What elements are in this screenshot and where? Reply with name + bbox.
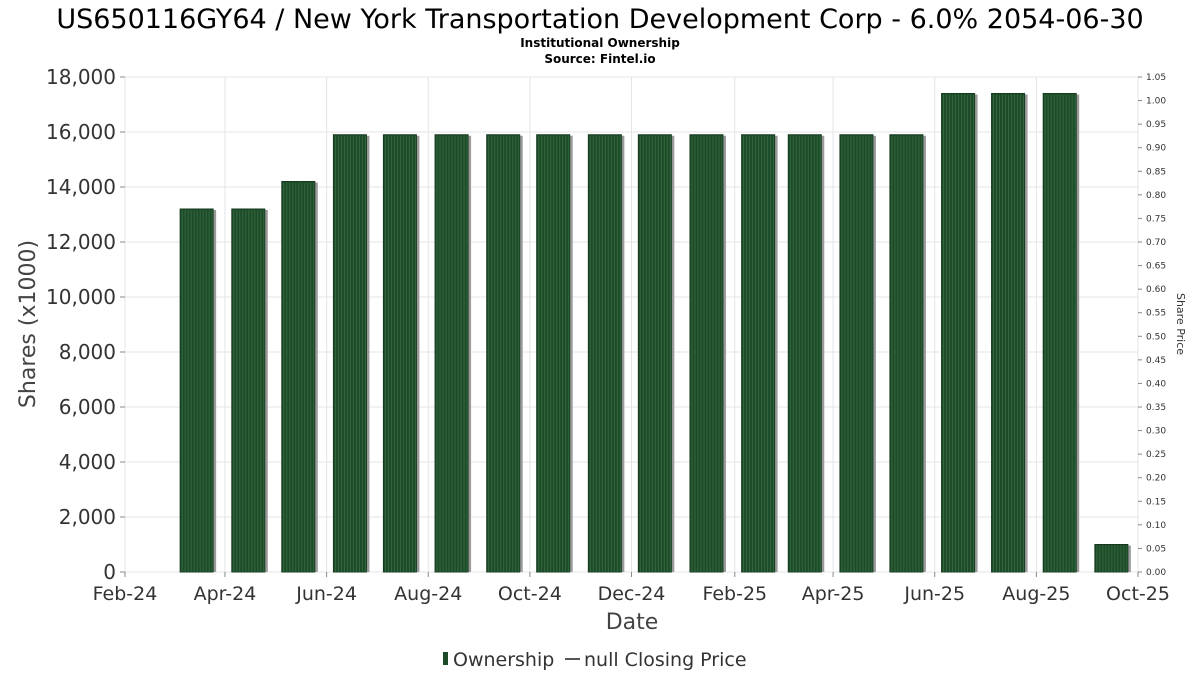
right-tick-label: 0.35 [1146, 403, 1166, 413]
y-tick-label: 18,000 [46, 65, 116, 89]
x-tick-label: Oct-24 [498, 583, 562, 605]
chart-source: Source: Fintel.io [544, 52, 655, 66]
y-tick-label: 16,000 [46, 120, 116, 144]
right-tick-label: 0.15 [1146, 497, 1166, 507]
x-tick-label: Jun-24 [295, 583, 357, 605]
x-tick-label: Oct-25 [1106, 583, 1170, 605]
x-tick-label: Feb-24 [93, 583, 158, 605]
right-tick-label: 0.20 [1146, 474, 1166, 484]
right-tick-label: 0.05 [1146, 544, 1166, 554]
right-tick-label: 0.25 [1146, 450, 1166, 460]
chart-subtitle: Institutional Ownership [520, 36, 680, 50]
x-tick-label: Jun-25 [903, 583, 965, 605]
y-tick-label: 4,000 [59, 450, 116, 474]
right-tick-label: 0.80 [1146, 191, 1166, 201]
y-tick-label: 14,000 [46, 175, 116, 199]
right-tick-label: 0.60 [1146, 285, 1166, 295]
x-tick-label: Apr-24 [194, 583, 257, 605]
right-tick-label: 0.00 [1146, 568, 1166, 578]
right-tick-label: 0.10 [1146, 521, 1166, 531]
right-tick-label: 0.50 [1146, 332, 1166, 342]
bars [179, 93, 1131, 573]
right-tick-label: 0.70 [1146, 238, 1166, 248]
right-tick-label: 1.05 [1146, 73, 1166, 83]
right-tick-label: 0.75 [1146, 214, 1166, 224]
y-axis-ticks: 0 2,000 4,000 6,000 8,000 10,000 12,000 14,000 1… [46, 65, 125, 584]
x-tick-label: Apr-25 [802, 583, 865, 605]
x-tick-label: Feb-25 [702, 583, 767, 605]
right-tick-label: 0.65 [1146, 262, 1166, 272]
x-tick-label: Dec-24 [598, 583, 666, 605]
x-tick-label: Aug-24 [394, 583, 462, 605]
right-tick-label: 0.85 [1146, 167, 1166, 177]
right-tick-label: 0.90 [1146, 144, 1166, 154]
y-tick-label: 8,000 [59, 340, 116, 364]
y-axis-label: Shares (x1000) [16, 240, 41, 408]
legend-ownership-label: Ownership [453, 649, 554, 671]
chart-title: US650116GY64 / New York Transportation D… [56, 4, 1143, 35]
y-tick-label: 6,000 [59, 395, 116, 419]
right-tick-label: 0.45 [1146, 356, 1166, 366]
right-tick-label: 0.40 [1146, 379, 1166, 389]
right-axis-ticks: 0.00 0.05 0.10 0.15 0.20 0.25 0.30 0.35 0.40 0.45… [1138, 73, 1166, 578]
right-axis-label: Share Price [1174, 293, 1187, 355]
x-tick-label: Aug-25 [1002, 583, 1070, 605]
right-tick-label: 0.30 [1146, 427, 1166, 437]
y-tick-label: 10,000 [46, 285, 116, 309]
right-tick-label: 0.95 [1146, 120, 1166, 130]
y-tick-label: 2,000 [59, 505, 116, 529]
x-axis-label: Date [606, 610, 659, 635]
right-tick-label: 1.00 [1146, 97, 1166, 107]
y-tick-label: 0 [103, 560, 116, 584]
y-tick-label: 12,000 [46, 230, 116, 254]
right-tick-label: 0.55 [1146, 309, 1166, 319]
x-axis-ticks: Feb-24 Apr-24 Jun-24 Aug-24 Oct-24 Dec-24 Feb-… [93, 572, 1170, 605]
legend-price-label: null Closing Price [584, 649, 747, 671]
legend: Ownership null Closing Price [443, 649, 747, 671]
legend-ownership-swatch [443, 652, 448, 665]
